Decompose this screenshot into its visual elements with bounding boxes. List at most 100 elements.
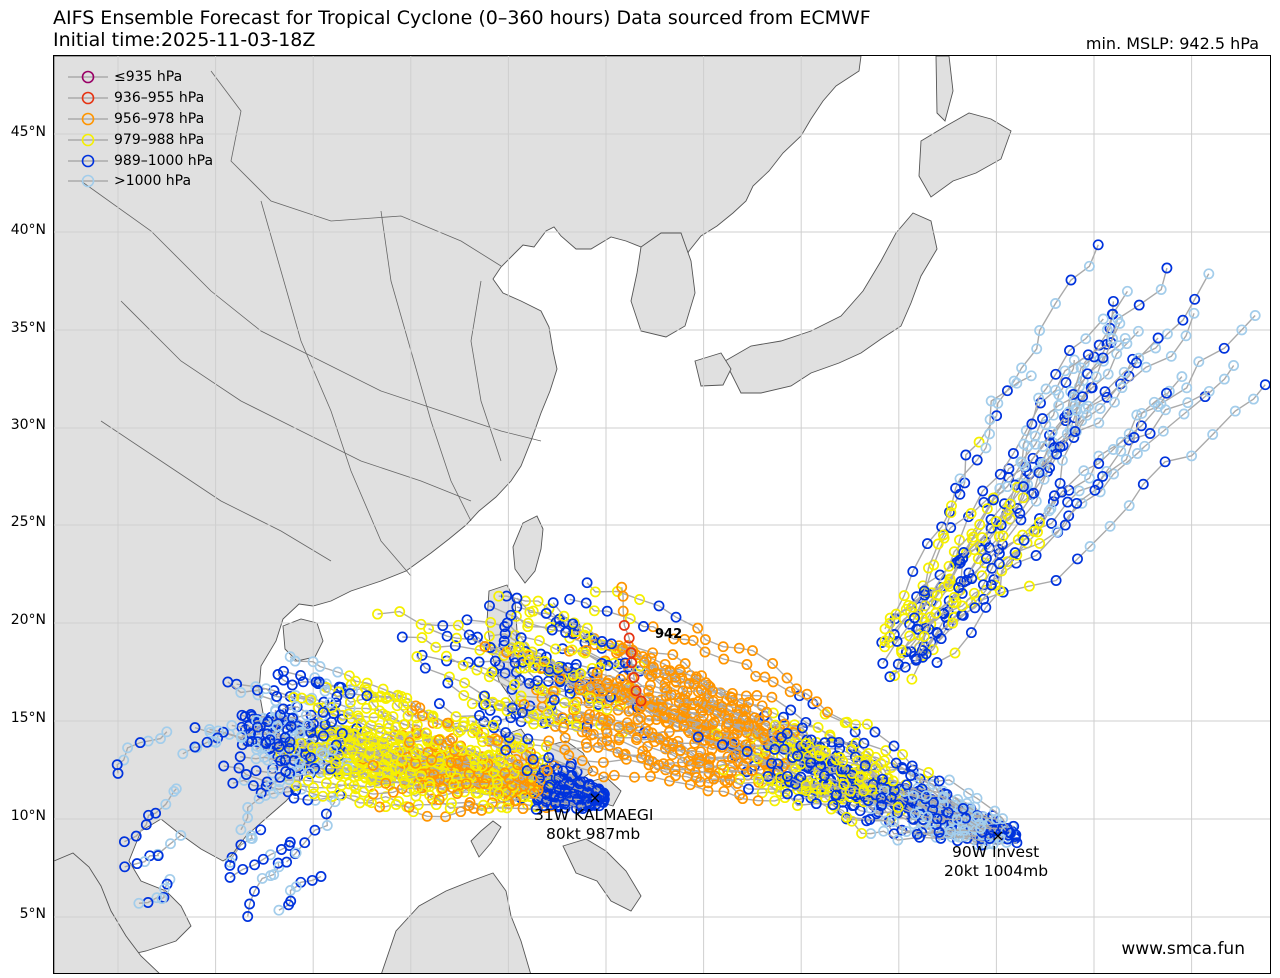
min-mslp-label: min. MSLP: 942.5 hPa (1085, 34, 1259, 53)
track-point (483, 802, 494, 814)
lat-label-20n: 20°N (10, 612, 46, 628)
track-point (469, 754, 481, 766)
track-point (490, 741, 502, 753)
track-point (227, 777, 239, 789)
track-point (909, 770, 921, 782)
track-point (395, 730, 407, 742)
track-point (250, 765, 262, 777)
ensemble-track-line (232, 779, 588, 812)
track-point (451, 772, 463, 784)
track-point (246, 735, 258, 747)
legend-item: 936–955 hPa (66, 88, 213, 109)
track-point (273, 904, 285, 916)
track-point (445, 757, 457, 769)
pressure-legend: ≤935 hPa 936–955 hPa 956–978 hPa 979–988… (66, 67, 213, 192)
track-point (488, 761, 500, 772)
track-point (519, 791, 531, 803)
track-point (426, 754, 438, 766)
track-point (452, 757, 464, 769)
track-point (532, 595, 544, 607)
track-point (1121, 285, 1133, 297)
track-point (1097, 313, 1109, 325)
track-point (897, 763, 909, 775)
track-point (255, 824, 267, 836)
track-point (541, 788, 553, 800)
track-point (510, 795, 521, 807)
track-point (302, 775, 314, 787)
track-point (288, 792, 300, 804)
lat-label-10n: 10°N (10, 808, 46, 824)
track-point (412, 781, 424, 793)
track-point (394, 733, 406, 744)
track-point (348, 771, 360, 783)
korean-peninsula (630, 232, 696, 338)
track-point (343, 670, 355, 682)
track-point (433, 794, 445, 806)
track-point (401, 692, 413, 704)
track-point (480, 783, 492, 795)
track-point (411, 719, 423, 731)
track-point (581, 787, 593, 799)
track-point (1132, 325, 1144, 337)
track-point (356, 734, 368, 746)
track-point (290, 690, 302, 702)
track-point (399, 776, 411, 788)
lat-label-5n: 5°N (19, 906, 46, 922)
track-point (348, 780, 360, 792)
track-point (528, 787, 540, 799)
track-point (448, 778, 460, 790)
ensemble-track-line (882, 313, 1195, 664)
track-point (477, 753, 489, 765)
track-point (493, 788, 505, 800)
kalmaegi-label: 31W KALMAEGI 80kt 987mb (534, 806, 653, 844)
track-point (403, 801, 415, 813)
lat-label-35n: 35°N (10, 320, 46, 336)
track-point (284, 651, 296, 663)
track-point (343, 778, 355, 790)
track-point (347, 685, 358, 697)
track-point (440, 811, 452, 823)
ensemble-track-line (923, 301, 1115, 647)
track-point (551, 763, 563, 775)
kalmaegi-name: 31W KALMAEGI (534, 806, 654, 824)
track-point (390, 799, 402, 810)
track-point (387, 786, 399, 798)
track-point (238, 774, 250, 786)
track-point (396, 754, 408, 766)
track-point (476, 731, 487, 743)
track-point (189, 722, 201, 734)
track-point (463, 800, 475, 812)
track-point (275, 755, 287, 767)
track-point (559, 732, 571, 744)
track-point (1176, 371, 1188, 383)
track-point (218, 760, 230, 772)
track-point (530, 803, 542, 815)
track-point (296, 692, 308, 704)
forecast-map[interactable]: × × (53, 55, 1271, 974)
track-point (465, 744, 476, 756)
kalmaegi-info: 80kt 987mb (546, 825, 641, 843)
track-point (368, 699, 379, 711)
track-point (395, 690, 407, 702)
track-point (453, 741, 465, 753)
province-borders (80, 70, 542, 577)
track-point (1161, 262, 1173, 274)
track-point (343, 727, 355, 739)
track-point (476, 760, 488, 772)
track-point (381, 753, 393, 765)
track-point (433, 734, 445, 746)
legend-item: 979–988 hPa (66, 129, 213, 150)
track-point (424, 781, 436, 792)
initial-time: Initial time:2025-11-03-18Z (53, 29, 316, 51)
track-point (553, 784, 565, 796)
track-point (379, 744, 391, 755)
track-point (331, 691, 343, 703)
track-point (500, 786, 512, 798)
japan-honshu (724, 212, 938, 394)
japan-hokkaido (918, 112, 1012, 198)
site-watermark: www.smca.fun (1121, 939, 1245, 959)
track-point (421, 810, 433, 822)
track-point (361, 690, 373, 702)
asia-mainland (54, 56, 862, 972)
legend-item: 956–978 hPa (66, 109, 213, 130)
